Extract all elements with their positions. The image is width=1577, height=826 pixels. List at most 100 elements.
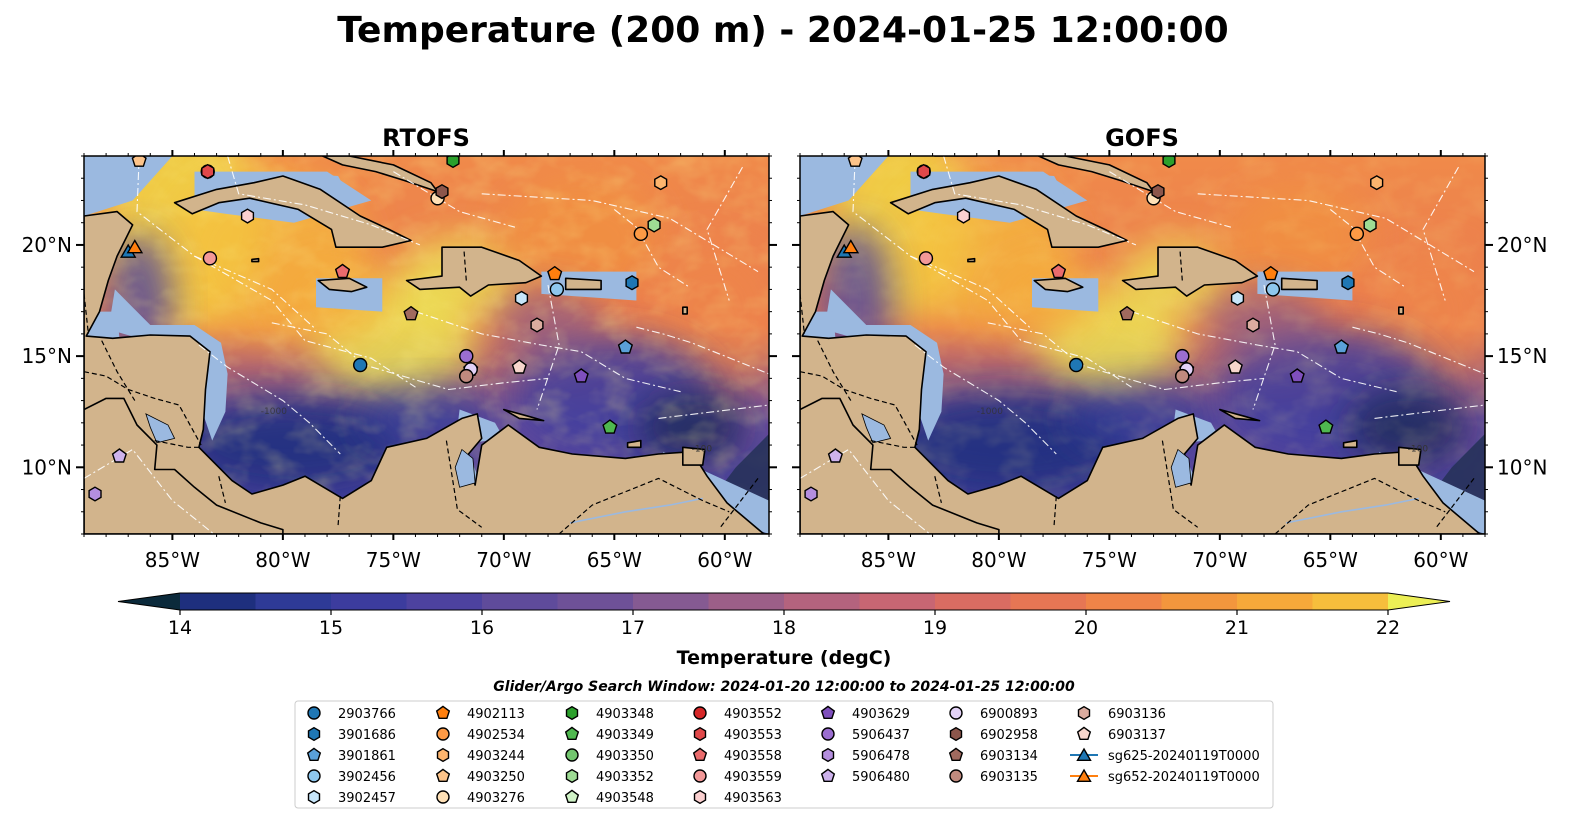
land-jamaica bbox=[1033, 277, 1084, 293]
land-pacific bbox=[84, 397, 284, 534]
legend-marker-3901686 bbox=[307, 726, 321, 742]
land-pacific bbox=[800, 397, 1000, 534]
land-lesser bbox=[1398, 306, 1404, 315]
colorbar-tick-label: 22 bbox=[1376, 617, 1400, 639]
float-marker-4902534 bbox=[633, 226, 649, 242]
legend-label: 3902457 bbox=[338, 791, 396, 806]
legend-item: 4903350 bbox=[565, 748, 654, 764]
country-border bbox=[1161, 440, 1199, 528]
legend-item: 6903135 bbox=[949, 769, 1038, 785]
land-cuba bbox=[173, 175, 412, 248]
land-abc bbox=[503, 408, 545, 422]
legend-item: 6900893 bbox=[949, 706, 1038, 722]
country-border bbox=[463, 251, 467, 281]
float-marker-6903135 bbox=[1175, 368, 1190, 384]
legend-marker-3902457 bbox=[307, 789, 321, 805]
colorbar-tick-label: 18 bbox=[772, 617, 796, 639]
eez-boundary bbox=[271, 322, 549, 391]
eez-boundary bbox=[194, 255, 416, 388]
colorbar-bin bbox=[1086, 593, 1162, 610]
shelf-area bbox=[800, 156, 889, 216]
land-lesser bbox=[682, 306, 688, 315]
lon-tick-label: 60°W bbox=[1413, 548, 1468, 572]
float-marker-6903135 bbox=[459, 368, 474, 384]
land-caymanA bbox=[967, 257, 976, 263]
float-marker-5906478 bbox=[804, 486, 818, 502]
lon-tick-label: 70°W bbox=[476, 548, 531, 572]
legend-item: 4903349 bbox=[564, 726, 654, 743]
lon-tick-label: 85°W bbox=[145, 548, 200, 572]
float-marker-6902958 bbox=[1151, 183, 1165, 200]
float-marker-4903558 bbox=[1050, 263, 1067, 279]
map-title: RTOFS bbox=[382, 124, 470, 152]
land-hispaniola bbox=[405, 246, 543, 297]
legend: 2903766 3901686 3901861 3902456 3902457 49021… bbox=[294, 700, 1274, 809]
legend-label: 4903558 bbox=[724, 749, 782, 764]
legend-item: 4903629 bbox=[820, 705, 910, 722]
legend-item: 6903134 bbox=[948, 747, 1038, 764]
legend-label: 4903276 bbox=[467, 791, 525, 806]
colorbar-extend-high bbox=[1388, 593, 1450, 610]
legend-label: 4903552 bbox=[724, 707, 782, 722]
legend-item: 4903276 bbox=[436, 790, 525, 806]
legend-label: 4903244 bbox=[467, 749, 525, 764]
country-border bbox=[1053, 496, 1057, 526]
legend-box bbox=[294, 700, 1274, 809]
legend-item: 6903136 bbox=[1077, 705, 1166, 722]
float-marker-2903766 bbox=[353, 357, 368, 373]
float-marker-5906478 bbox=[88, 486, 102, 502]
country-border bbox=[154, 440, 202, 448]
legend-marker-6903137 bbox=[1076, 726, 1092, 740]
eez-boundary bbox=[987, 322, 1265, 391]
float-marker-4903250 bbox=[847, 156, 863, 167]
lat-tick-label: 10°N bbox=[1497, 455, 1547, 479]
legend-item: 5906480 bbox=[820, 768, 910, 785]
legend-marker-4903250 bbox=[435, 768, 451, 782]
contour-label: -1000 bbox=[977, 407, 1003, 417]
float-marker-4903349 bbox=[1318, 419, 1334, 434]
float-marker-4903563 bbox=[240, 208, 255, 224]
eez-boundary bbox=[481, 193, 759, 273]
float-marker-sg652-20240119T0000 bbox=[842, 239, 860, 254]
legend-label: sg625-20240119T0000 bbox=[1108, 749, 1260, 764]
float-marker-3901686 bbox=[1341, 275, 1355, 291]
eez-boundary bbox=[1422, 166, 1459, 301]
colorbar-bin bbox=[1312, 593, 1389, 610]
legend-marker-4903558 bbox=[692, 747, 708, 761]
float-marker-4903559 bbox=[202, 251, 218, 266]
country-border bbox=[1179, 251, 1183, 281]
float-marker-6903134 bbox=[403, 305, 419, 321]
legend-label: 6903134 bbox=[980, 749, 1038, 764]
eez-boundary bbox=[800, 448, 931, 534]
float-marker-5906480 bbox=[827, 448, 844, 463]
legend-label: 6903135 bbox=[980, 770, 1038, 785]
land-florida bbox=[218, 156, 262, 157]
legend-label: sg652-20240119T0000 bbox=[1108, 770, 1260, 785]
eez-boundary bbox=[84, 448, 215, 534]
legend-item: 4902113 bbox=[435, 705, 525, 722]
colorbar-tick-label: 20 bbox=[1074, 617, 1098, 639]
eez-boundary bbox=[198, 344, 341, 455]
float-marker-3901861 bbox=[1333, 339, 1350, 354]
shelf-area bbox=[84, 156, 173, 216]
shelf-area bbox=[108, 289, 228, 441]
legend-marker-6903136 bbox=[1077, 705, 1091, 721]
float-marker-3902457 bbox=[514, 290, 529, 306]
country-border bbox=[445, 440, 483, 528]
float-marker-4902113 bbox=[1263, 265, 1279, 281]
land-margarita bbox=[1342, 439, 1358, 449]
river bbox=[1285, 497, 1419, 524]
legend-marker-3902456 bbox=[307, 769, 321, 783]
lake bbox=[454, 448, 476, 488]
float-marker-4903553 bbox=[201, 163, 215, 180]
eez-boundary bbox=[536, 284, 560, 410]
float-marker-4902534 bbox=[1349, 226, 1365, 242]
legend-label: 3901686 bbox=[338, 728, 396, 743]
lon-tick-label: 85°W bbox=[861, 548, 916, 572]
lon-tick-label: 60°W bbox=[697, 548, 752, 572]
legend-marker-4902113 bbox=[435, 705, 451, 719]
legend-title: Glider/Argo Search Window: 2024-01-20 12… bbox=[493, 679, 1075, 695]
country-border bbox=[558, 477, 730, 534]
legend-item: 3901861 bbox=[306, 747, 396, 764]
legend-label: 4903350 bbox=[596, 749, 654, 764]
